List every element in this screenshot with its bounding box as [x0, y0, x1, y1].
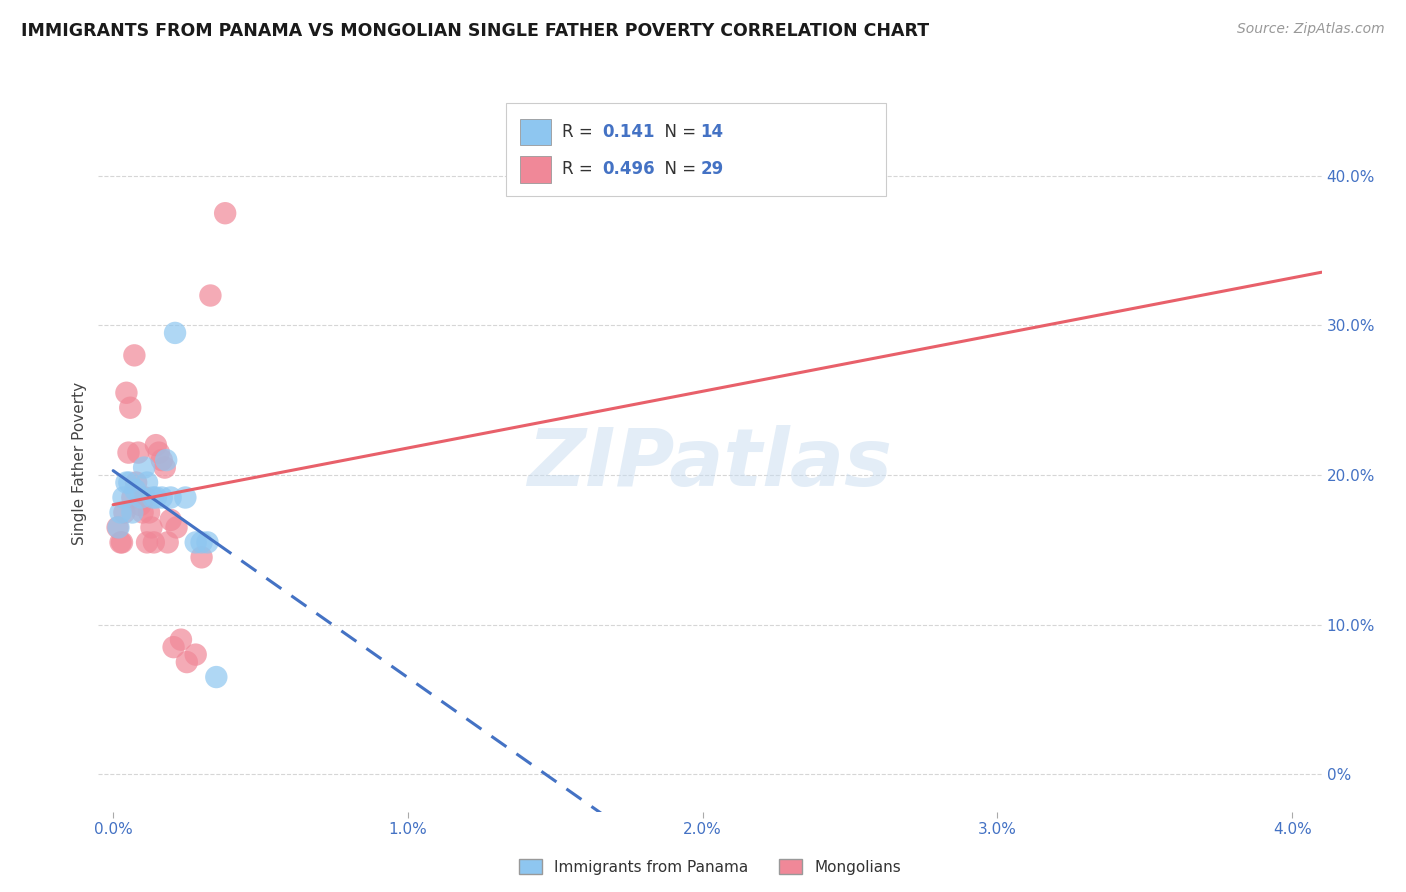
Point [165, 326, 187, 340]
Point [127, 445, 149, 459]
Point [142, 535, 165, 549]
Point [115, 385, 138, 400]
Point [166, 520, 188, 534]
Point [138, 506, 160, 520]
Point [111, 535, 134, 549]
Point [150, 453, 173, 467]
Legend: Immigrants from Panama, Mongolians: Immigrants from Panama, Mongolians [513, 853, 907, 880]
Point [145, 491, 167, 505]
Point [176, 655, 198, 669]
Point [131, 506, 153, 520]
Point [112, 491, 135, 505]
Text: N =: N = [654, 123, 702, 141]
Text: R =: R = [562, 161, 599, 178]
Point [148, 445, 170, 459]
Text: ZIPatlas: ZIPatlas [527, 425, 893, 503]
Text: 29: 29 [700, 161, 724, 178]
Point [125, 475, 148, 490]
Point [110, 506, 132, 520]
Point [120, 401, 142, 415]
Text: 14: 14 [700, 123, 723, 141]
Point [129, 491, 152, 505]
Text: Source: ZipAtlas.com: Source: ZipAtlas.com [1237, 22, 1385, 37]
Point [121, 506, 143, 520]
Point [190, 550, 212, 565]
Point [107, 520, 129, 534]
Point [197, 535, 219, 549]
Point [115, 475, 138, 490]
Point [124, 348, 146, 362]
Point [134, 491, 156, 505]
Text: 0.496: 0.496 [602, 161, 654, 178]
Point [159, 491, 181, 505]
Text: 0.141: 0.141 [602, 123, 654, 141]
Point [136, 535, 159, 549]
Point [117, 445, 139, 459]
Point [141, 520, 163, 534]
Point [145, 438, 167, 452]
Point [200, 288, 222, 302]
Point [214, 206, 236, 220]
Text: R =: R = [562, 123, 599, 141]
Point [205, 670, 228, 684]
Point [136, 475, 159, 490]
Point [184, 535, 207, 549]
Point [156, 535, 179, 549]
Point [159, 513, 181, 527]
Point [155, 453, 177, 467]
Y-axis label: Single Father Poverty: Single Father Poverty [72, 383, 87, 545]
Point [153, 460, 176, 475]
Text: N =: N = [654, 161, 702, 178]
Point [190, 535, 212, 549]
Point [129, 498, 152, 512]
Point [112, 506, 135, 520]
Text: IMMIGRANTS FROM PANAMA VS MONGOLIAN SINGLE FATHER POVERTY CORRELATION CHART: IMMIGRANTS FROM PANAMA VS MONGOLIAN SING… [21, 22, 929, 40]
Point [162, 640, 184, 654]
Point [132, 460, 155, 475]
Point [184, 648, 207, 662]
Point [142, 491, 165, 505]
Point [118, 475, 141, 490]
Point [150, 491, 173, 505]
Point [107, 520, 129, 534]
Point [121, 491, 143, 505]
Point [174, 491, 197, 505]
Point [170, 632, 193, 647]
Point [124, 483, 146, 497]
Point [110, 535, 132, 549]
